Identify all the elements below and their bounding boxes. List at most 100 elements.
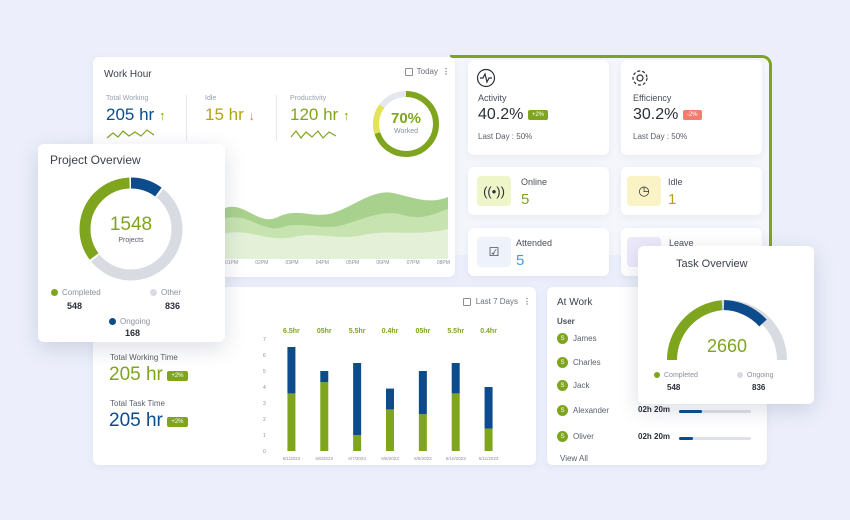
attended-card: ☑ Attended 5 xyxy=(468,228,609,276)
worked-gauge: 70% Worked xyxy=(370,88,442,160)
legend-completed: Completed xyxy=(51,288,101,297)
efficiency-card: Efficiency 30.2% -2% Last Day : 50% xyxy=(621,60,762,155)
efficiency-badge: -2% xyxy=(682,109,702,120)
total-working-row: 205 hr +2% xyxy=(109,364,188,386)
checkbox-icon: ☑ xyxy=(477,237,511,267)
time-tick: 05PM xyxy=(346,260,360,266)
bar-segment xyxy=(320,382,329,451)
bar-top-label: 0.4hr xyxy=(480,328,497,335)
x-tick-label: 6/9/2023 xyxy=(414,456,432,461)
y-tick-label: 1 xyxy=(263,433,266,439)
user-avatar: S xyxy=(557,357,568,368)
idle-card: ◷ Idle 1 xyxy=(621,167,762,215)
gauge-ongoing xyxy=(723,300,767,327)
y-tick-label: 6 xyxy=(263,353,266,359)
legend-ongoing: Ongoing xyxy=(109,317,150,326)
legend-dot xyxy=(51,289,58,297)
user-row[interactable]: S Alexander xyxy=(557,405,609,416)
y-tick-label: 5 xyxy=(263,369,266,375)
metric-label: Productivity xyxy=(290,95,327,102)
bar-top-label: 5.5hr xyxy=(349,328,366,335)
clock-icon: ◷ xyxy=(627,176,661,206)
activity-value-row: 40.2% +2% xyxy=(478,106,549,124)
user-avatar: S xyxy=(557,380,568,391)
efficiency-title: Efficiency xyxy=(633,93,672,103)
x-tick-label: 6/1/2023 xyxy=(283,456,301,461)
bar-segment xyxy=(287,347,296,394)
legend-dot xyxy=(654,372,660,379)
y-tick-label: 4 xyxy=(263,385,266,391)
project-overview-title: Project Overview xyxy=(50,153,141,167)
legend-ongoing-value: 168 xyxy=(125,328,141,338)
more-icon[interactable]: ⋮ xyxy=(442,67,450,76)
activity-last-day: Last Day : 50% xyxy=(478,132,533,141)
divider xyxy=(276,95,277,141)
bar-segment xyxy=(484,387,493,429)
legend-other-value: 836 xyxy=(165,301,181,311)
user-time: 02h 20m xyxy=(638,432,671,441)
user-row[interactable]: S Charles xyxy=(557,357,601,368)
activity-value: 40.2% xyxy=(478,106,524,123)
period-selector[interactable]: Today ⋮ xyxy=(404,67,450,76)
legend-completed-value: 548 xyxy=(67,301,83,311)
bar-top-label: 05hr xyxy=(415,328,430,335)
user-time: 02h 20m xyxy=(638,405,671,414)
metric-total-working: Total Working 205 hr ↑ xyxy=(106,95,165,146)
efficiency-last-day: Last Day : 50% xyxy=(633,132,688,141)
bar-segment xyxy=(353,435,362,451)
total-working-label: Total Working Time xyxy=(110,353,178,362)
time-tick: 06PM xyxy=(376,260,390,266)
user-name: Charles xyxy=(573,358,601,367)
time-tick: 04PM xyxy=(315,260,329,266)
more-icon[interactable]: ⋮ xyxy=(523,297,531,306)
time-tick: 02PM xyxy=(255,260,269,266)
total-working-badge: +2% xyxy=(167,370,188,381)
metric-value: 120 hr ↑ xyxy=(290,105,350,124)
user-progress-fill xyxy=(679,410,703,413)
user-row[interactable]: S James xyxy=(557,333,597,344)
total-task-badge: +2% xyxy=(167,416,188,427)
y-tick-label: 2 xyxy=(263,417,266,423)
user-row[interactable]: S Oliver xyxy=(557,431,594,442)
online-value: 5 xyxy=(521,191,530,208)
gear-icon xyxy=(632,70,648,86)
area-chart xyxy=(223,192,448,259)
metric-productivity: Productivity 120 hr ↑ xyxy=(290,95,349,146)
worked-label: Worked xyxy=(394,128,418,135)
project-total: 1548 xyxy=(109,214,153,235)
efficiency-value: 30.2% xyxy=(633,106,679,123)
y-tick-label: 0 xyxy=(263,449,266,455)
legend-dot xyxy=(150,289,157,297)
x-tick-label: 6/6/2023 xyxy=(316,456,334,461)
donut-segment-other xyxy=(79,177,183,281)
idle-value: 1 xyxy=(668,191,677,208)
user-avatar: S xyxy=(557,405,568,416)
project-overview-card: Project Overview 1548 Projects Completed… xyxy=(38,144,225,342)
user-name: Jack xyxy=(573,381,590,390)
donut-segment-ongoing xyxy=(79,177,183,281)
task-completed-value: 548 xyxy=(667,383,681,392)
bar-segment xyxy=(353,363,362,435)
task-legend-completed: Completed xyxy=(654,372,698,379)
x-tick-label: 6/7/2023 xyxy=(348,456,366,461)
total-task-label: Total Task Time xyxy=(110,399,165,408)
summary-period-selector[interactable]: Last 7 Days ⋮ xyxy=(462,297,531,306)
user-avatar: S xyxy=(557,333,568,344)
metric-value: 205 hr ↑ xyxy=(106,105,166,124)
task-overview-title: Task Overview xyxy=(676,258,748,270)
project-total-label: Projects xyxy=(118,237,144,244)
divider xyxy=(186,95,187,141)
worked-percent: 70% xyxy=(390,110,422,127)
time-tick: 01PM xyxy=(225,260,239,266)
calendar-icon xyxy=(404,67,413,76)
user-row[interactable]: S Jack xyxy=(557,380,589,391)
bar-segment xyxy=(386,409,394,451)
y-tick-label: 3 xyxy=(263,401,266,407)
work-hour-title: Work Hour xyxy=(104,69,152,80)
time-tick: 03PM xyxy=(285,260,299,266)
bar-segment xyxy=(484,428,493,451)
user-progress xyxy=(679,437,751,440)
view-all-link[interactable]: View All xyxy=(560,454,588,463)
bar-segment xyxy=(386,388,394,410)
task-overview-card: Task Overview 2660 Completed 548 Ongoing… xyxy=(638,246,814,404)
